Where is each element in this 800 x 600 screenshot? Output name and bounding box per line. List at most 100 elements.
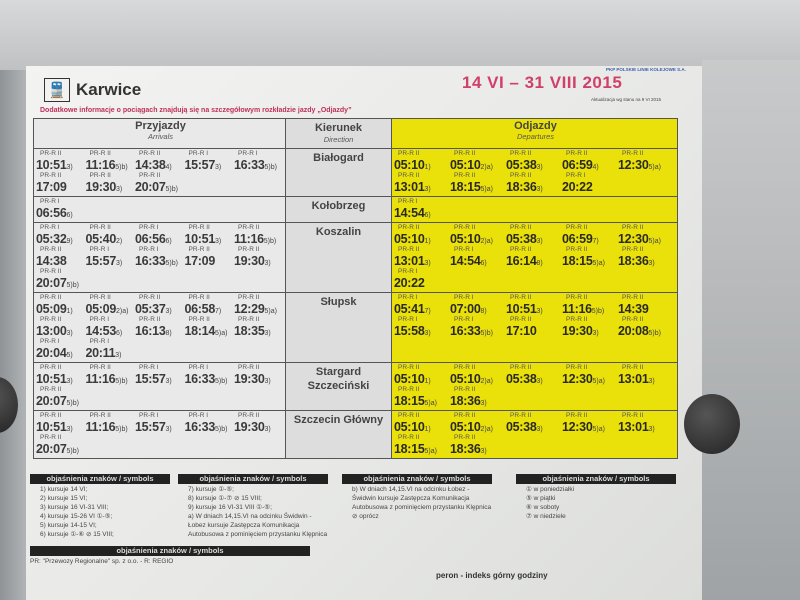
timetable-row: PR-R II 10:513) PR-R II 11:165)b) PR-R I 15:5… [33, 362, 678, 411]
footnote-ref: 3) [165, 308, 172, 315]
time-line: 15:583) [394, 324, 450, 338]
footnote-ref: 5)b) [115, 164, 128, 171]
direction-name: Koszalin [315, 226, 362, 238]
departure-entry: PR-R II 18:363) [450, 386, 506, 408]
departure-time: 20:08 [618, 324, 649, 338]
carrier-label: PR-R [139, 364, 155, 371]
departure-time: 12:30 [618, 158, 649, 172]
departure-time: 14:54 [450, 254, 481, 268]
arrival-time: 19:30 [234, 420, 265, 434]
carrier-label: PR-R [40, 198, 56, 205]
train-category: PR-R I [185, 412, 235, 420]
train-category: PR-R II [394, 246, 450, 254]
train-class: II [255, 294, 260, 301]
train-category: PR-R II [618, 150, 674, 158]
train-class: I [156, 364, 159, 371]
train-category: PR-R I [135, 246, 185, 254]
carrier-label: PR-R [139, 150, 155, 157]
footnote-ref: 5)b) [115, 426, 128, 433]
footnote-ref: 3) [648, 260, 655, 267]
train-category: PR-R II [86, 172, 136, 180]
train-category: PR-R I [450, 316, 506, 324]
departure-entry: PR-R II 18:155)a) [562, 246, 618, 268]
footnote-ref: 1) [66, 308, 73, 315]
train-category: PR-R II [36, 246, 86, 254]
train-class: II [206, 316, 210, 323]
train-category: PR-R II [135, 316, 185, 324]
arrivals-cell: PR-R I 05:329) PR-R II 05:402) PR-R I 06:566)… [33, 222, 286, 293]
departure-entry: PR-R II 11:165)b) [562, 294, 618, 316]
footnote-ref: 3) [264, 260, 271, 267]
arrival-entry: PR-R I 20:045) [36, 338, 86, 360]
train-category: PR-R II [234, 364, 284, 372]
carrier-label: PR-R [454, 246, 470, 253]
departure-entry: PR-R I 20:22 [394, 268, 450, 290]
departure-entry: PR-R I 07:008) [450, 294, 506, 316]
train-class: II [57, 246, 62, 253]
train-class: II [57, 412, 62, 419]
departure-entry: PR-R II 18:363) [506, 172, 562, 194]
arrival-time: 15:57 [135, 420, 166, 434]
time-line: 12:305)a) [562, 372, 618, 386]
arrival-time: 20:04 [36, 346, 67, 360]
arrival-time: 10:51 [184, 232, 216, 246]
footnote-ref: 5)a) [592, 260, 605, 267]
footnote-ref: 6) [115, 330, 123, 337]
time-line: 05:383) [506, 158, 562, 172]
train-category: PR-R II [394, 364, 450, 372]
departure-entry: PR-R II 06:597) [562, 224, 618, 246]
departure-time: 05:10 [450, 420, 481, 434]
departure-time: 18:15 [450, 180, 481, 194]
train-class: I [107, 246, 110, 253]
train-class: II [639, 150, 644, 157]
time-line: 18:363) [450, 442, 506, 456]
time-line: 20:075)b) [36, 276, 86, 290]
carrier-label: PR-R [566, 412, 582, 419]
train-category: PR-R II [506, 224, 562, 232]
footnote-ref: 3) [536, 164, 543, 171]
footnote-ref: 3) [648, 378, 655, 385]
departure-entry: PR-R II 18:155)a) [394, 434, 450, 456]
train-class: II [527, 224, 532, 231]
train-class: I [415, 198, 418, 205]
carrier-label: PR-R [454, 316, 470, 323]
train-class: II [471, 150, 476, 157]
carrier-label: PR-R [510, 316, 526, 323]
carrier-label: PR-R [89, 316, 106, 323]
arrival-entry: PR-R II 11:165)b) [234, 224, 284, 246]
time-line: 11:165)b) [86, 420, 136, 434]
train-category: PR-R I [36, 338, 86, 346]
train-class: II [471, 172, 476, 179]
time-line: 05:383) [506, 232, 562, 246]
carrier-label: PR-R [89, 338, 106, 345]
arrival-time: 11:16 [85, 420, 116, 434]
train-class: II [583, 246, 588, 253]
carrier-label: PR-R [566, 294, 582, 301]
train-category: PR-R II [506, 364, 562, 372]
train-class: I [57, 224, 60, 231]
carrier-label: PR-R [40, 294, 56, 301]
footnote-ref: 3) [66, 378, 73, 385]
train-category: PR-R II [562, 294, 618, 302]
carrier-label: PR-R [40, 316, 56, 323]
time-line: 05:102)a) [450, 232, 506, 246]
departure-time: 16:33 [450, 324, 481, 338]
train-class: II [527, 316, 532, 323]
departure-time: 05:38 [506, 420, 537, 434]
arrival-entry: PR-R II 18:145)a) [185, 316, 235, 338]
carrier-label: PR-R [40, 172, 56, 179]
time-line: 20:22 [394, 276, 450, 290]
departure-time: 13:01 [394, 180, 425, 194]
train-category: PR-R II [36, 150, 86, 158]
train-category: PR-R II [618, 364, 674, 372]
time-line: 10:513) [36, 372, 86, 386]
departure-time: 05:41 [394, 302, 425, 316]
arrivals-cell: PR-R II 10:513) PR-R II 11:165)b) PR-R I 15:5… [33, 362, 286, 411]
footnote-ref: 2) [115, 238, 123, 245]
train-category: PR-R I [135, 412, 185, 420]
carrier-label: PR-R [454, 294, 470, 301]
time-line: 05:101) [394, 372, 450, 386]
train-category: PR-R I [394, 316, 450, 324]
carrier-label: PR-R [510, 364, 526, 371]
timetable: Przyjazdy Arrivals Kierunek Direction Odja… [33, 118, 678, 459]
